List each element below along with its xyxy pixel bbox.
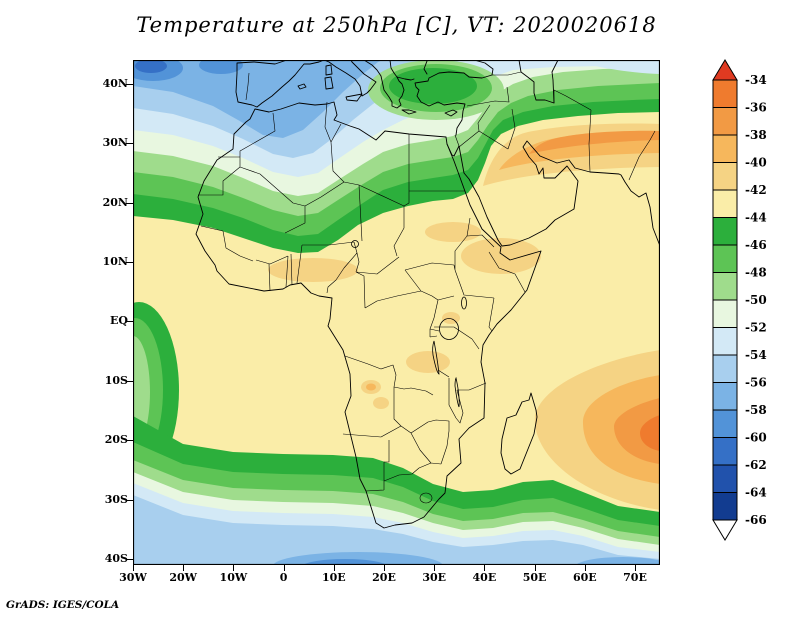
colorbar-label: -42 bbox=[745, 183, 767, 197]
lat-tick-label: 40S bbox=[104, 552, 128, 565]
colorbar-label: -46 bbox=[745, 238, 767, 252]
colorbar-label: -60 bbox=[745, 431, 767, 445]
lon-tick-label: 0 bbox=[279, 571, 288, 584]
lakes bbox=[351, 240, 467, 408]
temperature-field bbox=[133, 60, 660, 565]
colorbar-label: -52 bbox=[745, 321, 767, 335]
colorbar-box bbox=[712, 299, 738, 328]
colorbar-above-triangle bbox=[712, 59, 738, 81]
colorbar-box bbox=[712, 272, 738, 301]
lon-tick-label: 10E bbox=[321, 571, 346, 584]
colorbar-label: -62 bbox=[745, 458, 767, 472]
lat-tick-label: 40N bbox=[102, 76, 128, 90]
lon-tick-label: 30W bbox=[119, 571, 147, 584]
colorbar-box bbox=[712, 162, 738, 191]
colorbar-label: -64 bbox=[745, 486, 767, 500]
lat-tick-mark bbox=[126, 321, 133, 323]
colorbar-box bbox=[712, 244, 738, 273]
lat-tick-mark bbox=[126, 559, 133, 560]
colorbar-label: -40 bbox=[745, 156, 767, 170]
colorbar-label: -66 bbox=[745, 513, 767, 527]
lon-tick-mark bbox=[333, 565, 335, 571]
map-plot-area bbox=[133, 60, 660, 565]
colorbar-box bbox=[712, 79, 738, 108]
colorbar-label: -38 bbox=[745, 128, 767, 142]
colorbar-label: -44 bbox=[745, 211, 767, 225]
lon-tick-label: 50E bbox=[522, 571, 547, 584]
lat-tick-label: EQ bbox=[110, 314, 128, 328]
colorbar-label: -34 bbox=[745, 73, 767, 87]
lat-tick-mark bbox=[126, 262, 133, 263]
colorbar-below-triangle bbox=[712, 519, 738, 541]
lon-tick-label: 20E bbox=[372, 571, 396, 584]
colorbar-box bbox=[712, 492, 738, 521]
lon-tick-mark bbox=[584, 565, 586, 571]
lat-tick-mark bbox=[126, 440, 133, 442]
colorbar-box bbox=[712, 354, 738, 383]
lon-tick-label: 40E bbox=[472, 571, 497, 584]
country-borders bbox=[198, 71, 656, 504]
lon-tick-label: 60E bbox=[572, 571, 597, 584]
lon-tick-mark bbox=[183, 565, 185, 571]
lat-tick-label: 20S bbox=[104, 433, 128, 447]
lon-tick-mark bbox=[233, 565, 235, 571]
colorbar-box bbox=[712, 409, 738, 438]
colorbar-svg: -34 -36 -38 -40 -42 -44 -46 -48 -50 -52 -54 -56 -58 -… bbox=[712, 59, 767, 541]
colorbar-box bbox=[712, 464, 738, 493]
colorbar-label: -58 bbox=[745, 403, 767, 417]
colorbar-label: -48 bbox=[745, 266, 767, 280]
lat-tick-label: 10S bbox=[104, 373, 128, 387]
lat-tick-label: 10N bbox=[102, 255, 128, 268]
colorbar-box bbox=[712, 327, 738, 356]
lon-tick-mark bbox=[133, 565, 134, 571]
colorbar-label: -36 bbox=[745, 101, 767, 115]
colorbar-box bbox=[712, 437, 738, 466]
lat-tick-label: 20N bbox=[102, 195, 128, 209]
lon-tick-label: 30E bbox=[422, 571, 447, 584]
colorbar-box bbox=[712, 107, 738, 136]
colorbar: -34 -36 -38 -40 -42 -44 -46 -48 -50 -52 -54 -56 -58 -… bbox=[712, 58, 798, 550]
lon-tick-mark bbox=[384, 565, 385, 571]
colorbar-box bbox=[712, 382, 738, 411]
grads-attribution: GrADS: IGES/COLA bbox=[6, 599, 120, 611]
colorbar-label: -54 bbox=[745, 348, 767, 362]
colorbar-label: -50 bbox=[745, 293, 767, 307]
lon-tick-mark bbox=[283, 565, 285, 571]
colorbar-box bbox=[712, 134, 738, 163]
lat-tick-label: 30N bbox=[102, 136, 128, 150]
lon-tick-label: 70E bbox=[623, 571, 647, 584]
plot-frame bbox=[133, 60, 660, 565]
colorbar-box bbox=[712, 217, 738, 246]
plot-title: Temperature at 250hPa [C], VT: 202002061… bbox=[136, 13, 657, 37]
lat-tick-mark bbox=[126, 499, 133, 501]
temperature-map bbox=[133, 60, 660, 565]
lat-tick-mark bbox=[126, 380, 133, 382]
lat-tick-label: 30S bbox=[104, 492, 128, 506]
colorbar-box bbox=[712, 189, 738, 218]
lat-tick-mark bbox=[126, 83, 133, 85]
lat-tick-mark bbox=[126, 202, 133, 204]
colorbar-label: -56 bbox=[745, 376, 767, 390]
lon-tick-mark bbox=[635, 565, 636, 571]
lon-tick-mark bbox=[484, 565, 486, 571]
lon-tick-label: 10W bbox=[219, 571, 248, 584]
lat-tick-mark bbox=[126, 143, 133, 145]
lon-tick-label: 20W bbox=[169, 571, 198, 584]
coastlines bbox=[195, 60, 660, 529]
lon-tick-mark bbox=[434, 565, 436, 571]
lon-tick-mark bbox=[534, 565, 536, 571]
